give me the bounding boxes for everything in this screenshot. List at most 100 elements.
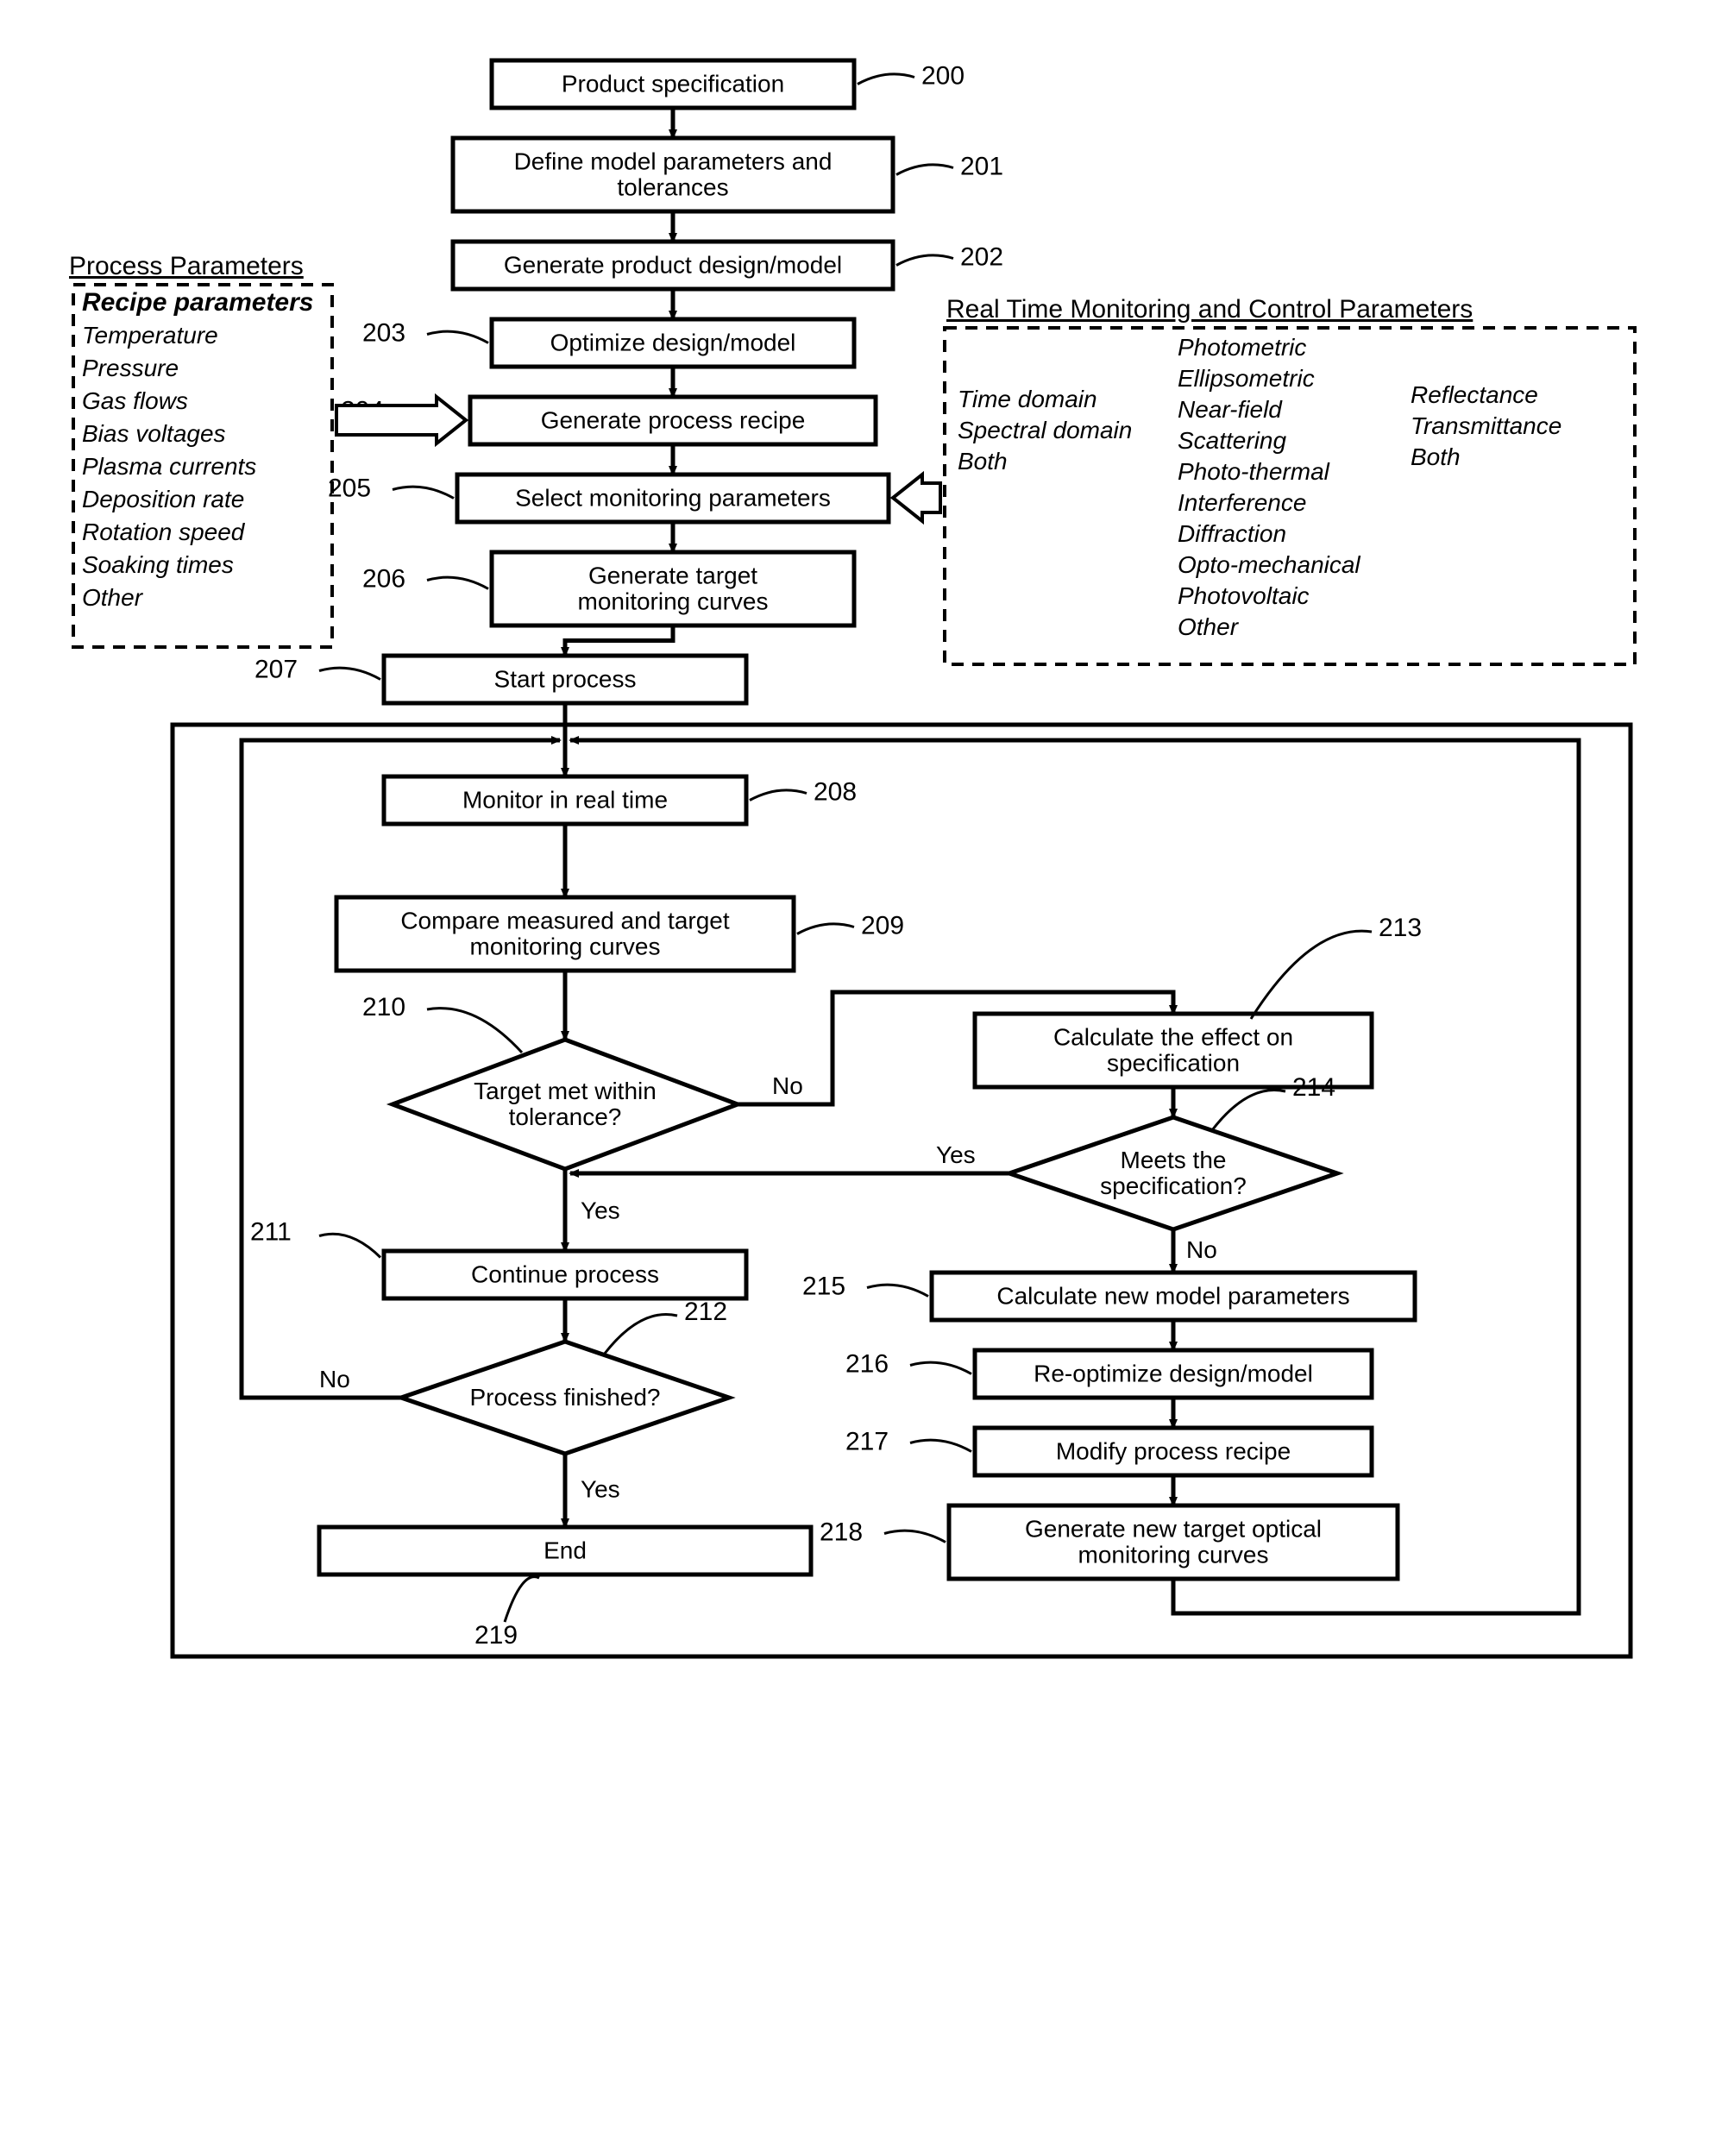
svg-text:Spectral domain: Spectral domain [958, 417, 1132, 443]
node-n216: Re-optimize design/model [975, 1350, 1372, 1398]
node-n217: Modify process recipe [975, 1428, 1372, 1475]
svg-text:210: 210 [362, 993, 405, 1021]
svg-text:206: 206 [362, 565, 405, 594]
label-207: 207 [254, 656, 380, 684]
node-n203: Optimize design/model [492, 319, 854, 367]
node-n215: Calculate new model parameters [932, 1273, 1415, 1320]
label-215: 215 [802, 1273, 928, 1301]
svg-text:207: 207 [254, 656, 298, 684]
node-n202: Generate product design/model [453, 242, 893, 289]
svg-text:Re-optimize design/model: Re-optimize design/model [1034, 1361, 1313, 1387]
svg-text:Continue process: Continue process [471, 1261, 659, 1288]
node-n200: Product specification [492, 60, 854, 108]
svg-text:Rotation speed: Rotation speed [82, 519, 246, 545]
svg-text:Calculate new model parameters: Calculate new model parameters [996, 1283, 1349, 1310]
svg-text:Real Time Monitoring and Contr: Real Time Monitoring and Control Paramet… [946, 295, 1473, 324]
label-212: 212 [604, 1298, 727, 1355]
svg-text:211: 211 [250, 1218, 292, 1247]
node-n204: Generate process recipe [470, 397, 876, 444]
process-parameters-box: Process ParametersRecipe parametersTempe… [69, 252, 332, 647]
node-n211: Continue process [384, 1251, 746, 1298]
svg-text:218: 218 [820, 1518, 863, 1547]
svg-text:219: 219 [474, 1621, 518, 1650]
label-219: 219 [474, 1577, 539, 1650]
label-205: 205 [328, 475, 454, 503]
svg-text:213: 213 [1379, 914, 1422, 942]
svg-text:Select monitoring parameters: Select monitoring parameters [515, 485, 831, 512]
label-209: 209 [797, 912, 904, 940]
monitoring-parameters-box: Real Time Monitoring and Control Paramet… [945, 295, 1635, 664]
svg-text:Product specification: Product specification [562, 71, 784, 97]
node-n201: Define model parameters andtolerances [453, 138, 893, 211]
svg-text:205: 205 [328, 475, 371, 503]
svg-text:209: 209 [861, 912, 904, 940]
svg-text:Start process: Start process [494, 666, 637, 693]
flowchart-canvas: YesYesNoNoYesNo Product specificationDef… [0, 0, 1728, 1725]
svg-text:Photovoltaic: Photovoltaic [1178, 582, 1310, 609]
svg-text:Optimize design/model: Optimize design/model [550, 330, 796, 356]
label-200: 200 [858, 62, 965, 91]
svg-text:Yes: Yes [581, 1197, 620, 1224]
node-n210: Target met withintolerance? [393, 1040, 738, 1169]
svg-text:201: 201 [960, 153, 1003, 181]
svg-text:Ellipsometric: Ellipsometric [1178, 365, 1315, 392]
svg-text:Monitor in real time: Monitor in real time [462, 787, 668, 814]
svg-text:Temperature: Temperature [82, 322, 218, 349]
label-206: 206 [362, 565, 488, 594]
annotations-layer: 2002012022032042052062072082092102112122… [69, 62, 1635, 1650]
svg-text:Scattering: Scattering [1178, 427, 1286, 454]
label-208: 208 [750, 778, 857, 807]
label-201: 201 [896, 153, 1003, 181]
node-n209: Compare measured and targetmonitoring cu… [336, 897, 794, 971]
node-n219: End [319, 1527, 811, 1575]
svg-text:Photometric: Photometric [1178, 334, 1306, 361]
node-n212: Process finished? [401, 1342, 729, 1454]
label-217: 217 [845, 1428, 971, 1456]
svg-text:Plasma currents: Plasma currents [82, 453, 256, 480]
svg-text:Near-field: Near-field [1178, 396, 1283, 423]
svg-text:212: 212 [684, 1298, 727, 1326]
label-203: 203 [362, 319, 488, 348]
svg-text:Reflectance: Reflectance [1411, 381, 1538, 408]
svg-text:Yes: Yes [936, 1141, 976, 1168]
label-210: 210 [362, 993, 522, 1053]
svg-text:202: 202 [960, 243, 1003, 272]
svg-text:215: 215 [802, 1273, 845, 1301]
label-216: 216 [845, 1350, 971, 1379]
label-211: 211 [250, 1218, 380, 1258]
svg-text:Modify process recipe: Modify process recipe [1056, 1438, 1291, 1465]
svg-text:Pressure: Pressure [82, 355, 179, 381]
svg-text:Opto-mechanical: Opto-mechanical [1178, 551, 1360, 578]
svg-text:Interference: Interference [1178, 489, 1306, 516]
svg-text:Process finished?: Process finished? [469, 1384, 660, 1411]
svg-text:No: No [319, 1366, 350, 1392]
svg-text:Bias voltages: Bias voltages [82, 420, 226, 447]
svg-text:216: 216 [845, 1350, 889, 1379]
label-202: 202 [896, 243, 1003, 272]
node-n218: Generate new target opticalmonitoring cu… [949, 1505, 1398, 1579]
svg-text:Gas flows: Gas flows [82, 387, 188, 414]
svg-text:Generate targetmonitoring curv: Generate targetmonitoring curves [578, 563, 769, 615]
svg-text:208: 208 [814, 778, 857, 807]
node-n205: Select monitoring parameters [457, 475, 889, 522]
svg-text:Both: Both [958, 448, 1008, 475]
svg-text:No: No [1186, 1236, 1217, 1263]
svg-text:No: No [772, 1072, 803, 1099]
svg-text:End: End [544, 1537, 587, 1564]
label-213: 213 [1251, 914, 1422, 1019]
svg-text:Both: Both [1411, 443, 1461, 470]
label-218: 218 [820, 1518, 946, 1547]
svg-text:203: 203 [362, 319, 405, 348]
node-n207: Start process [384, 656, 746, 703]
svg-text:Time domain: Time domain [958, 386, 1097, 412]
svg-text:Transmittance: Transmittance [1411, 412, 1561, 439]
svg-text:Deposition rate: Deposition rate [82, 486, 244, 512]
svg-text:Recipe parameters: Recipe parameters [82, 288, 313, 317]
node-n206: Generate targetmonitoring curves [492, 552, 854, 625]
svg-text:Generate process recipe: Generate process recipe [541, 407, 806, 434]
svg-text:214: 214 [1292, 1073, 1335, 1102]
svg-text:217: 217 [845, 1428, 889, 1456]
node-n214: Meets thespecification? [1009, 1117, 1337, 1229]
svg-text:Photo-thermal: Photo-thermal [1178, 458, 1330, 485]
svg-text:Meets thespecification?: Meets thespecification? [1100, 1147, 1247, 1199]
